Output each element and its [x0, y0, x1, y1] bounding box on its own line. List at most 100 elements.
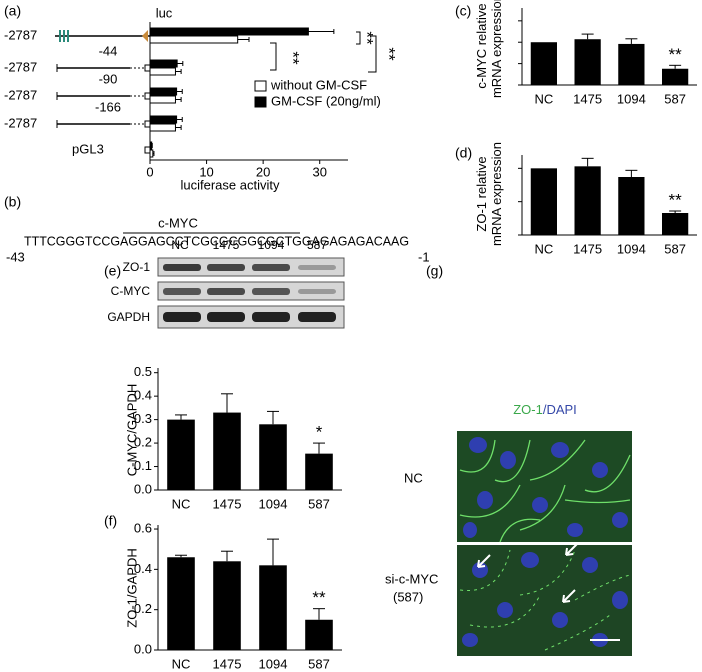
y-tick-label: 0.0	[134, 481, 152, 496]
lane-label: 587	[307, 238, 327, 252]
x-tick-label: 30	[312, 164, 326, 179]
bar	[662, 68, 689, 85]
x-tick-label: 587	[664, 91, 686, 106]
x-tick-label: 587	[308, 656, 330, 671]
y-axis-label: ZO-1 relative	[474, 156, 489, 231]
construct-label: pGL3	[72, 141, 104, 156]
panel-label: (d)	[455, 145, 472, 161]
lane-label: NC	[171, 238, 189, 252]
deletion-label: -44	[99, 43, 118, 58]
bar	[530, 42, 557, 85]
panel-label: (a)	[4, 3, 21, 19]
bar	[149, 141, 153, 150]
bar	[149, 67, 176, 76]
bar	[305, 619, 333, 650]
bar	[618, 177, 645, 235]
row-label: (587)	[393, 589, 423, 604]
lane-label: 1094	[258, 238, 285, 252]
significance: **	[669, 190, 683, 209]
y-tick-label: 0.0	[134, 641, 152, 656]
arrows	[477, 542, 579, 603]
construct-label: -2787	[4, 115, 37, 130]
x-tick-label: 1094	[259, 656, 288, 671]
x-tick-label: 1475	[213, 656, 242, 671]
deletion-label: -166	[95, 99, 121, 114]
bar	[213, 561, 241, 650]
reporter-label: luc	[156, 5, 173, 20]
junctions	[459, 439, 631, 543]
significance: **	[380, 47, 399, 61]
x-tick-label: 0	[146, 164, 153, 179]
x-tick-label: 1475	[573, 91, 602, 106]
y-tick-label: 0.4	[134, 561, 152, 576]
y-axis-label: mRNA expression	[489, 0, 504, 98]
bar	[167, 419, 195, 490]
construct-label: -2787	[4, 59, 37, 74]
legend-swatch	[254, 96, 267, 108]
sequence: TTTCGGGTCCGAGGAGCCTCGCGCGGCGCTGGAGAGAGAC…	[24, 233, 409, 248]
bar	[149, 123, 176, 132]
panel-label: (e)	[104, 263, 121, 279]
y-tick-label: 0.6	[134, 520, 152, 535]
legend-swatch	[254, 80, 267, 92]
x-tick-label: 1094	[617, 241, 646, 256]
bar	[149, 87, 178, 96]
x-tick-label: 1094	[259, 496, 288, 511]
row-label: si-c-MYC	[385, 571, 438, 586]
x-tick-label: 20	[256, 164, 270, 179]
y-tick-label: 0.4	[134, 388, 152, 403]
significance: **	[358, 31, 377, 45]
y-tick-label: 0.1	[134, 458, 152, 473]
element	[142, 30, 148, 42]
x-tick-label: NC	[172, 656, 191, 671]
bar	[662, 213, 689, 235]
bar	[149, 115, 178, 124]
bar	[213, 412, 241, 490]
lane-label: 1475	[213, 238, 240, 252]
bar	[149, 149, 154, 158]
western-blot	[157, 257, 345, 329]
row-label: GAPDH	[107, 310, 150, 324]
row-label: C-MYC	[111, 284, 151, 298]
x-tick-label: NC	[172, 496, 191, 511]
x-tick-label: NC	[534, 91, 553, 106]
y-tick-label: 0.2	[134, 435, 152, 450]
cells	[462, 437, 628, 647]
x-axis-label: luciferase activity	[181, 177, 280, 192]
x-tick-label: 587	[308, 496, 330, 511]
y-axis-label: ZO-1/GAPDH	[124, 548, 139, 627]
image-title-zo1: ZO-1	[513, 402, 543, 417]
x-tick-label: 1475	[573, 241, 602, 256]
image-title-dapi: /DAPI	[543, 402, 577, 417]
y-axis-label: C-MYC/GAPDH	[124, 384, 139, 476]
significance: **	[312, 588, 326, 607]
construct-label: -2787	[4, 87, 37, 102]
row-label: NC	[404, 470, 423, 485]
bar	[149, 27, 309, 36]
panel-label: (b)	[4, 194, 21, 210]
bar	[618, 43, 645, 85]
x-tick-label: NC	[534, 241, 553, 256]
y-axis-label: c-MYC relative	[474, 3, 489, 88]
sequence-end: -1	[418, 249, 430, 264]
bar	[149, 59, 178, 68]
bracket	[270, 42, 277, 71]
junctions-sparse	[459, 549, 631, 651]
bar	[530, 168, 557, 235]
y-tick-label: 0.3	[134, 411, 152, 426]
bar	[149, 95, 176, 104]
bar	[149, 35, 239, 44]
panel-label: (c)	[455, 3, 471, 19]
micrograph-nc	[457, 431, 632, 542]
bracket	[368, 35, 377, 73]
y-axis-label: mRNA expression	[489, 142, 504, 246]
bar	[167, 557, 195, 650]
bar	[259, 565, 287, 650]
motif-label: c-MYC	[158, 215, 198, 230]
bar	[574, 39, 601, 85]
legend-label: without GM-CSF	[270, 77, 367, 92]
bar	[305, 453, 333, 490]
bar	[259, 424, 287, 490]
x-tick-label: 1094	[617, 91, 646, 106]
significance: **	[284, 51, 303, 65]
